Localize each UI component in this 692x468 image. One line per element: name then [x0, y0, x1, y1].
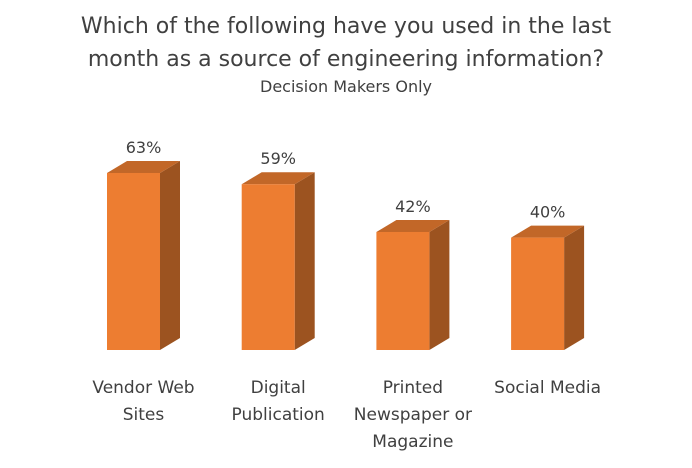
value-label: 40%	[530, 203, 566, 222]
value-label: 59%	[260, 149, 296, 168]
bar-top	[107, 160, 180, 173]
bar	[107, 172, 160, 350]
bar	[376, 231, 430, 350]
bar	[511, 237, 565, 350]
bar-side	[429, 219, 450, 350]
bar-top	[376, 219, 450, 232]
bar-top	[511, 225, 585, 238]
category-label: Digital Publication	[231, 378, 325, 425]
bar	[241, 184, 295, 350]
bar-side	[294, 172, 315, 350]
bar-side	[564, 225, 585, 350]
value-label: 42%	[395, 197, 431, 216]
chart-title: Which of the following have you used in …	[80, 14, 612, 72]
value-label: 63%	[126, 138, 162, 157]
category-label: Vendor Web Sites	[92, 378, 195, 425]
bar-side	[160, 160, 180, 350]
bar-top	[241, 172, 315, 185]
category-label: Printed Newspaper or Magazine	[353, 378, 472, 452]
chart-subtitle: Decision Makers Only	[260, 77, 432, 96]
category-label: Social Media	[494, 378, 602, 398]
